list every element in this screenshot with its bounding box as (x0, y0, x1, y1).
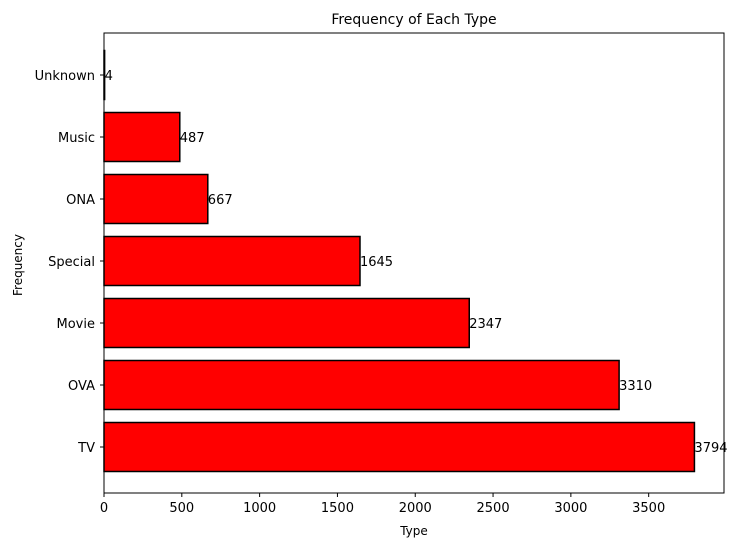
x-tick-label: 2000 (399, 501, 432, 516)
y-tick-label-ova: OVA (68, 379, 95, 394)
bar-music (103, 111, 181, 163)
x-tick-label: 1500 (321, 501, 354, 516)
data-label-music: 487 (180, 131, 205, 146)
y-tick-label-ona: ONA (66, 193, 95, 208)
bar-special (103, 235, 361, 287)
y-tick-label-unknown: Unknown (35, 69, 95, 84)
x-tick-label: 500 (169, 501, 194, 516)
y-tick-label-music: Music (58, 131, 95, 146)
chart-title: Frequency of Each Type (331, 12, 496, 28)
y-tick-label-movie: Movie (57, 317, 95, 332)
x-tick-label: 3000 (554, 501, 587, 516)
data-label-movie: 2347 (469, 317, 502, 332)
y-tick-label-tv: TV (77, 441, 95, 456)
x-tick-label: 1000 (243, 501, 276, 516)
y-tick-label-special: Special (48, 255, 95, 270)
plot-area: 3794 TV 3310 OVA 2347 Movie 1645 Special 667 ONA 4… (35, 49, 728, 516)
plot-frame (103, 32, 725, 494)
bar-tv (103, 421, 696, 473)
y-axis-label: Frequency (11, 234, 25, 296)
data-label-ona: 667 (208, 193, 233, 208)
data-label-unknown: 4 (105, 69, 113, 84)
x-axis-label: Type (399, 524, 428, 538)
x-tick-label: 0 (100, 501, 108, 516)
data-label-ova: 3310 (619, 379, 652, 394)
bar-ona (103, 173, 209, 225)
x-tick-label: 2500 (477, 501, 510, 516)
x-tick-label: 3500 (632, 501, 665, 516)
data-label-tv: 3794 (694, 441, 727, 456)
bar-movie (103, 297, 470, 349)
bar-ova (103, 359, 620, 411)
data-label-special: 1645 (360, 255, 393, 270)
